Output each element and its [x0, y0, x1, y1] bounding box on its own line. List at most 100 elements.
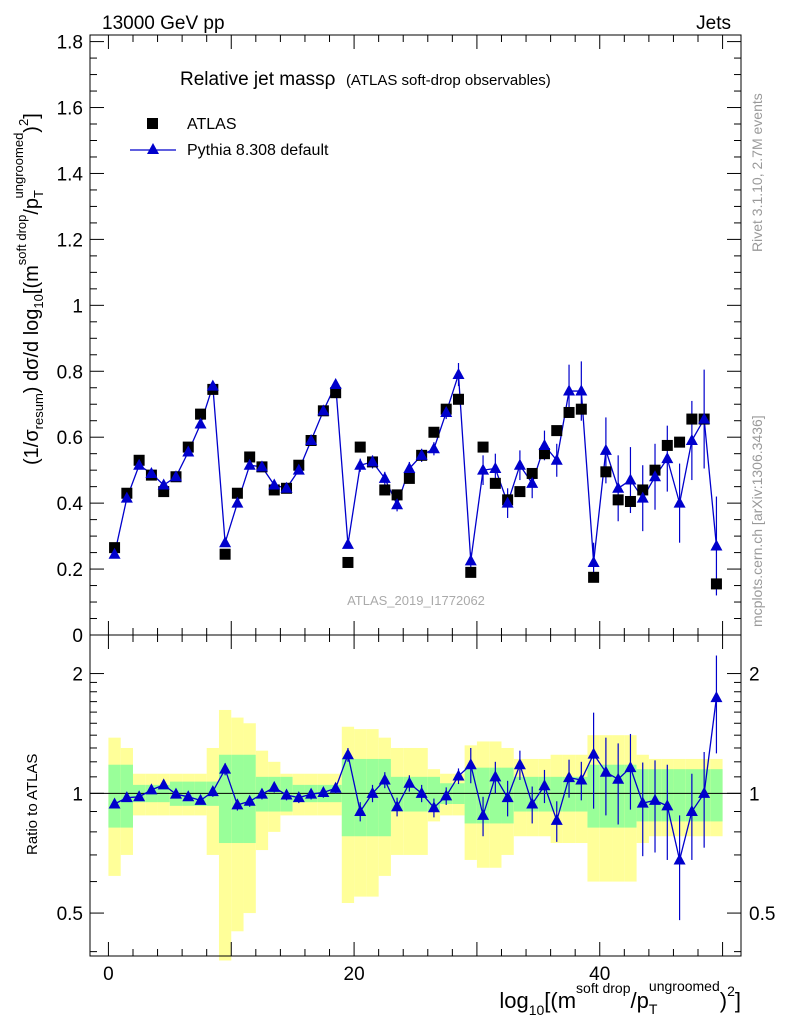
- ratio-point: [550, 813, 563, 825]
- pythia-point: [305, 433, 318, 445]
- ratio-band-inner: [427, 776, 441, 812]
- atlas-point: [428, 426, 440, 438]
- ratio-point: [673, 853, 686, 865]
- pythia-point: [452, 368, 465, 380]
- atlas-point: [649, 464, 661, 476]
- ratio-point: [329, 781, 342, 793]
- ratio-point: [292, 791, 305, 803]
- atlas-point: [575, 403, 587, 415]
- ratio-point: [612, 772, 625, 784]
- main-y-tick-label: 0.2: [57, 560, 83, 581]
- pythia-point: [489, 462, 502, 474]
- pythia-point: [120, 491, 133, 503]
- pythia-line: [113, 374, 718, 563]
- pythia-point: [341, 537, 354, 549]
- ratio-point: [649, 793, 662, 805]
- atlas-point: [403, 472, 415, 484]
- atlas-point: [588, 571, 600, 583]
- x-axis-label: log10[(msoft drop/pTungroomed)2]: [499, 978, 741, 1018]
- legend-label-atlas: ATLAS: [187, 116, 237, 133]
- ratio-point: [538, 779, 551, 791]
- ratio-band-inner: [673, 769, 686, 822]
- ratio-point: [599, 765, 612, 777]
- ratio-point: [563, 771, 576, 783]
- legend-marker-atlas: [147, 118, 158, 129]
- pythia-point: [661, 452, 674, 464]
- analysis-watermark: ATLAS_2019_I1772062: [347, 593, 485, 608]
- ratio-point: [440, 789, 453, 801]
- ratio-y-tick-label: 2: [72, 665, 83, 686]
- ratio-band-inner: [378, 758, 391, 837]
- atlas-point: [563, 406, 575, 418]
- atlas-point: [624, 495, 636, 507]
- main-y-tick-label: 1.4: [57, 164, 84, 185]
- ratio-panel: [90, 655, 741, 921]
- ratio-point: [501, 791, 514, 803]
- ratio-point: [464, 758, 477, 770]
- x-axis: 0 20 40: [103, 35, 724, 985]
- pythia-point: [108, 547, 121, 559]
- atlas-point: [710, 578, 722, 590]
- atlas-point: [330, 387, 342, 399]
- legend-marker-pythia: [147, 143, 159, 154]
- pythia-point: [169, 470, 182, 482]
- pythia-point: [157, 478, 170, 490]
- chart-title-main: Relative jet massρ: [180, 69, 336, 90]
- atlas-point: [514, 486, 526, 498]
- main-y-tick-label: 1.2: [57, 230, 83, 251]
- main-y-axis: 0 0.2 0.4 0.6 0.8 1 1.2 1.4 1.6 1.8: [57, 33, 741, 647]
- ratio-band-inner: [513, 776, 527, 812]
- pythia-point: [231, 496, 244, 508]
- ratio-band-inner: [108, 764, 121, 828]
- pythia-point: [649, 470, 662, 482]
- pythia-point: [427, 442, 440, 454]
- rivet-version-label: Rivet 3.1.10, 2.7M events: [749, 93, 765, 252]
- pythia-point: [133, 458, 146, 470]
- atlas-point: [219, 548, 231, 560]
- pythia-point: [526, 476, 539, 488]
- main-y-tick-label: 0.6: [57, 428, 83, 449]
- legend: ATLAS Pythia 8.308 default: [130, 116, 329, 159]
- pythia-point: [182, 445, 195, 457]
- pythia-point: [366, 455, 379, 467]
- ratio-point: [366, 786, 379, 798]
- pythia-point: [354, 458, 367, 470]
- main-y-tick-label: 1.6: [57, 99, 83, 120]
- atlas-point: [231, 487, 243, 499]
- ratio-point: [120, 791, 133, 803]
- pythia-point: [624, 473, 637, 485]
- ratio-point: [636, 796, 649, 808]
- ratio-point: [526, 797, 539, 809]
- ratio-point: [624, 761, 637, 773]
- ratio-point: [194, 793, 207, 805]
- ratio-y-tick-label: 1: [72, 784, 83, 805]
- atlas-point: [526, 467, 538, 479]
- atlas-point: [244, 451, 256, 463]
- pythia-point: [329, 377, 342, 389]
- main-y-tick-label: 1.8: [57, 33, 83, 54]
- x-tick-label: 20: [344, 964, 365, 985]
- atlas-point: [354, 441, 366, 453]
- pythia-point: [673, 496, 686, 508]
- ratio-point: [452, 769, 465, 781]
- ratio-band-inner: [390, 776, 404, 812]
- pythia-point: [415, 448, 428, 460]
- atlas-point: [342, 556, 354, 568]
- ratio-band-inner: [710, 769, 723, 822]
- atlas-point: [452, 393, 464, 405]
- atlas-point: [551, 425, 563, 437]
- chart-title-sub: (ATLAS soft-drop observables): [346, 72, 551, 89]
- ratio-point: [108, 797, 121, 809]
- atlas-point: [465, 566, 477, 578]
- pythia-point: [710, 539, 723, 551]
- ratio-point: [182, 790, 195, 802]
- pythia-point: [599, 443, 612, 455]
- main-panel: [108, 361, 723, 596]
- x-tick-label: 40: [589, 964, 610, 985]
- atlas-point: [195, 408, 207, 420]
- pythia-point: [513, 458, 526, 470]
- ratio-band-inner: [268, 776, 281, 812]
- pythia-point: [612, 481, 625, 493]
- atlas-point: [600, 466, 612, 478]
- ratio-frame: [89, 634, 742, 957]
